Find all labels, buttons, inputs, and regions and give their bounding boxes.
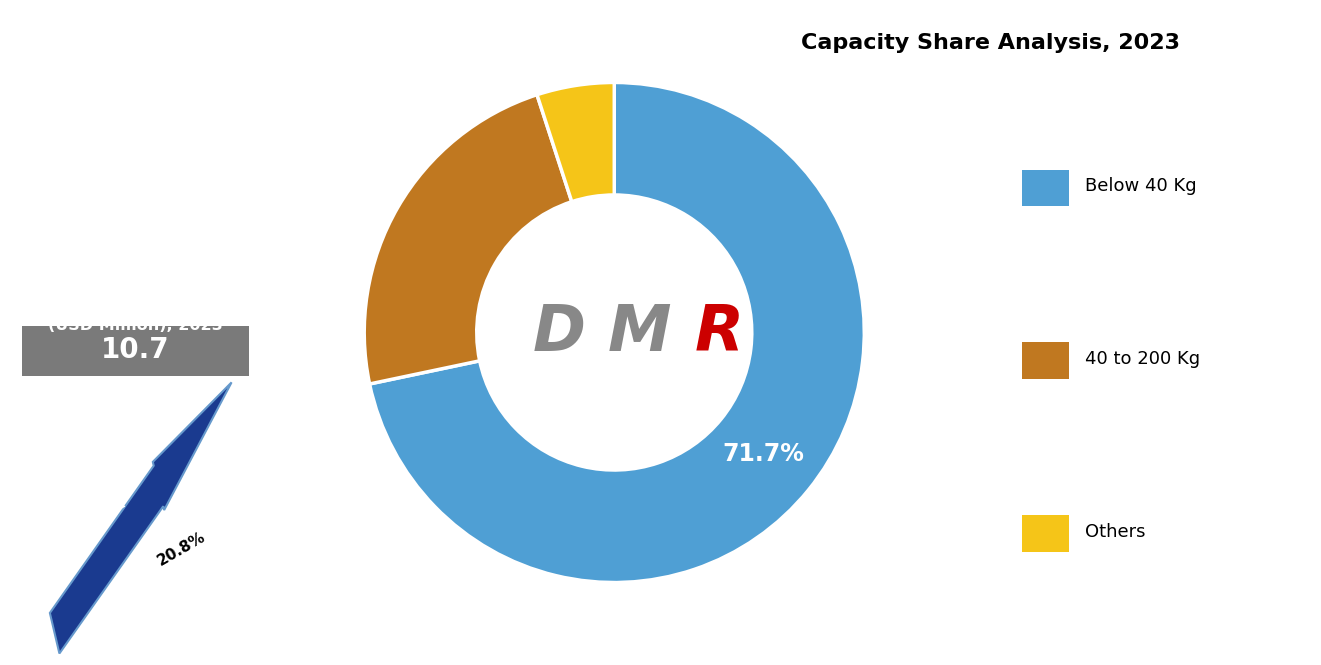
Bar <box>1021 515 1069 552</box>
Text: 40 to 200 Kg: 40 to 200 Kg <box>1085 350 1199 368</box>
Text: M: M <box>608 301 671 364</box>
Text: 10.7: 10.7 <box>102 336 169 364</box>
Text: Market Size: Market Size <box>82 275 189 290</box>
Text: Dimension: Dimension <box>65 58 206 82</box>
Text: Capacity Share Analysis, 2023: Capacity Share Analysis, 2023 <box>801 33 1180 53</box>
Text: Below 40 Kg: Below 40 Kg <box>1085 177 1197 196</box>
Text: 71.7%: 71.7% <box>723 442 804 465</box>
Text: Others: Others <box>1085 523 1145 541</box>
Bar <box>1021 170 1069 206</box>
Wedge shape <box>538 82 614 201</box>
Text: 20.8%: 20.8% <box>155 529 209 569</box>
Text: CAGR
2023-2032: CAGR 2023-2032 <box>45 483 128 547</box>
Wedge shape <box>365 94 572 384</box>
Text: D: D <box>532 301 585 364</box>
FancyBboxPatch shape <box>21 326 250 376</box>
Text: R: R <box>695 301 744 364</box>
Polygon shape <box>50 382 231 654</box>
Wedge shape <box>370 82 864 583</box>
Text: Market: Market <box>89 108 182 132</box>
Bar <box>1021 342 1069 379</box>
Text: Global UAV Parachutes: Global UAV Parachutes <box>32 232 239 247</box>
Text: Research: Research <box>74 158 197 182</box>
Text: (USD Million), 2023: (USD Million), 2023 <box>48 319 223 333</box>
